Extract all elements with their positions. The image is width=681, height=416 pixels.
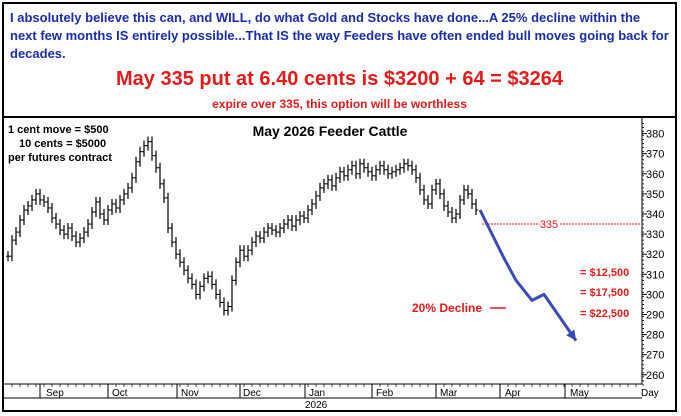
- month-label: Mar: [440, 388, 458, 399]
- price-tick-label: 280: [646, 330, 664, 342]
- month-label: May: [570, 388, 589, 399]
- month-label: Oct: [112, 388, 128, 399]
- price-tick-label: 330: [646, 229, 664, 241]
- price-tick-label: 310: [646, 269, 664, 281]
- price-tick-label: 340: [646, 209, 664, 221]
- commentary-text: I absolutely believe this can, and WILL,…: [10, 10, 669, 61]
- strike-reference: 335: [482, 218, 641, 233]
- loss-level-2: = $17,500: [580, 287, 629, 299]
- reference-label: 335: [540, 219, 558, 231]
- price-tick-label: 290: [646, 310, 664, 322]
- price-axis: 260 270 280 290 300 310 320 330 340 350 360 370 380: [642, 123, 664, 386]
- month-label: Day: [641, 388, 659, 399]
- loss-level-3: = $22,500: [580, 308, 629, 320]
- price-bars: [6, 136, 478, 316]
- subline-text: expire over 335, this option will be wor…: [212, 97, 467, 111]
- contract-note-3: per futures contract: [8, 152, 112, 164]
- month-label: Sep: [46, 388, 64, 399]
- projection-arrow: [478, 209, 578, 342]
- chart-title: May 2026 Feeder Cattle: [253, 123, 408, 139]
- projection-arrowhead: [566, 329, 576, 341]
- month-label: Nov: [181, 388, 199, 399]
- contract-note-2: 10 cents = $5000: [19, 138, 106, 150]
- year-label: 2026: [305, 400, 328, 411]
- price-tick-label: 350: [646, 189, 664, 201]
- month-label: Apr: [505, 388, 521, 399]
- decline-label: 20% Decline: [412, 301, 482, 315]
- price-tick-label: 360: [646, 169, 664, 181]
- price-tick-label: 270: [646, 350, 664, 362]
- headline-text: May 335 put at 6.40 cents is $3200 + 64 …: [116, 68, 563, 90]
- loss-level-1: = $12,500: [580, 267, 629, 279]
- projection-path: [478, 209, 578, 342]
- price-tick-label: 300: [646, 289, 664, 301]
- month-label: Feb: [376, 388, 394, 399]
- month-label: Jan: [309, 388, 325, 399]
- price-tick-label: 260: [646, 370, 664, 382]
- header-panel: I absolutely believe this can, and WILL,…: [4, 4, 675, 118]
- price-tick-label: 370: [646, 149, 664, 161]
- chart-frame: I absolutely believe this can, and WILL,…: [2, 2, 677, 412]
- month-label: Dec: [243, 388, 261, 399]
- contract-note-1: 1 cent move = $500: [8, 124, 109, 136]
- time-axis: Sep Oct Nov Dec Jan Feb Mar Apr May Day 2026: [4, 384, 659, 411]
- price-tick-label: 380: [646, 129, 664, 141]
- price-tick-label: 320: [646, 249, 664, 261]
